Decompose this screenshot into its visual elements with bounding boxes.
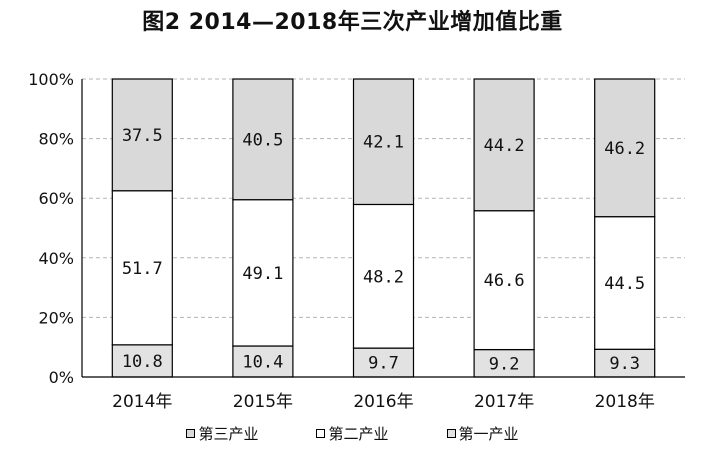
- bars: [111, 78, 656, 378]
- data-label: 10.8: [122, 352, 163, 372]
- bar-segment: [232, 78, 294, 201]
- bar-segment: [232, 199, 294, 347]
- bar-segment: [473, 348, 535, 378]
- axes: 0% 20% 40% 60% 80% 100% 2014年 2015年 2016年 2017年 20…: [28, 70, 685, 412]
- data-label: 44.2: [484, 136, 525, 156]
- data-label: 44.5: [604, 274, 645, 294]
- chart-title: 图2 2014—2018年三次产业增加值比重: [142, 10, 563, 35]
- bar-segment: [352, 203, 415, 349]
- data-label: 10.4: [242, 353, 283, 373]
- data-labels: 10.8 51.7 37.5 10.4 49.1 40.5 9.7 48.2 42.1 9.2 46…: [122, 126, 645, 374]
- data-label: 9.3: [609, 354, 640, 374]
- data-label: 46.6: [484, 271, 525, 291]
- y-tick-label: 60%: [38, 189, 74, 208]
- bar-segment: [473, 210, 535, 351]
- y-tick-label: 40%: [38, 249, 74, 268]
- legend: 第三产业 第二产业 第一产业: [0, 423, 705, 444]
- bar-segment: [594, 216, 656, 350]
- x-tick-label: 2018年: [595, 392, 655, 412]
- y-tick-label: 0%: [49, 368, 74, 387]
- bar-segment: [594, 348, 656, 378]
- x-tick-label: 2015年: [233, 392, 293, 412]
- legend-swatch-tertiary: [186, 429, 196, 438]
- bar-segment: [352, 78, 415, 206]
- legend-item-tertiary: 第三产业: [186, 423, 258, 444]
- data-label: 40.5: [242, 130, 283, 150]
- x-tick-label: 2017年: [474, 392, 534, 412]
- data-label: 42.1: [363, 133, 404, 153]
- y-tick-label: 100%: [28, 70, 74, 89]
- data-label: 46.2: [604, 139, 645, 159]
- bar-segment: [111, 190, 173, 346]
- data-label: 49.1: [242, 264, 283, 284]
- bar-segment: [594, 78, 656, 218]
- legend-swatch-secondary: [316, 429, 326, 438]
- legend-swatch-primary: [446, 429, 456, 438]
- legend-item-primary: 第一产业: [446, 423, 519, 444]
- legend-label-primary: 第一产业: [458, 425, 519, 443]
- data-label: 9.2: [489, 354, 520, 374]
- bar-segment: [111, 78, 173, 192]
- y-tick-label: 20%: [38, 308, 74, 327]
- legend-label-secondary: 第二产业: [328, 425, 389, 443]
- bar-segment: [473, 78, 535, 212]
- legend-item-secondary: 第二产业: [316, 423, 389, 444]
- data-label: 51.7: [122, 259, 163, 279]
- x-tick-label: 2014年: [112, 392, 172, 412]
- data-label: 9.7: [368, 354, 399, 374]
- data-label: 37.5: [122, 126, 163, 146]
- y-tick-label: 80%: [38, 130, 74, 149]
- data-label: 48.2: [363, 267, 404, 287]
- x-tick-label: 2016年: [353, 392, 413, 412]
- legend-label-tertiary: 第三产业: [198, 425, 259, 443]
